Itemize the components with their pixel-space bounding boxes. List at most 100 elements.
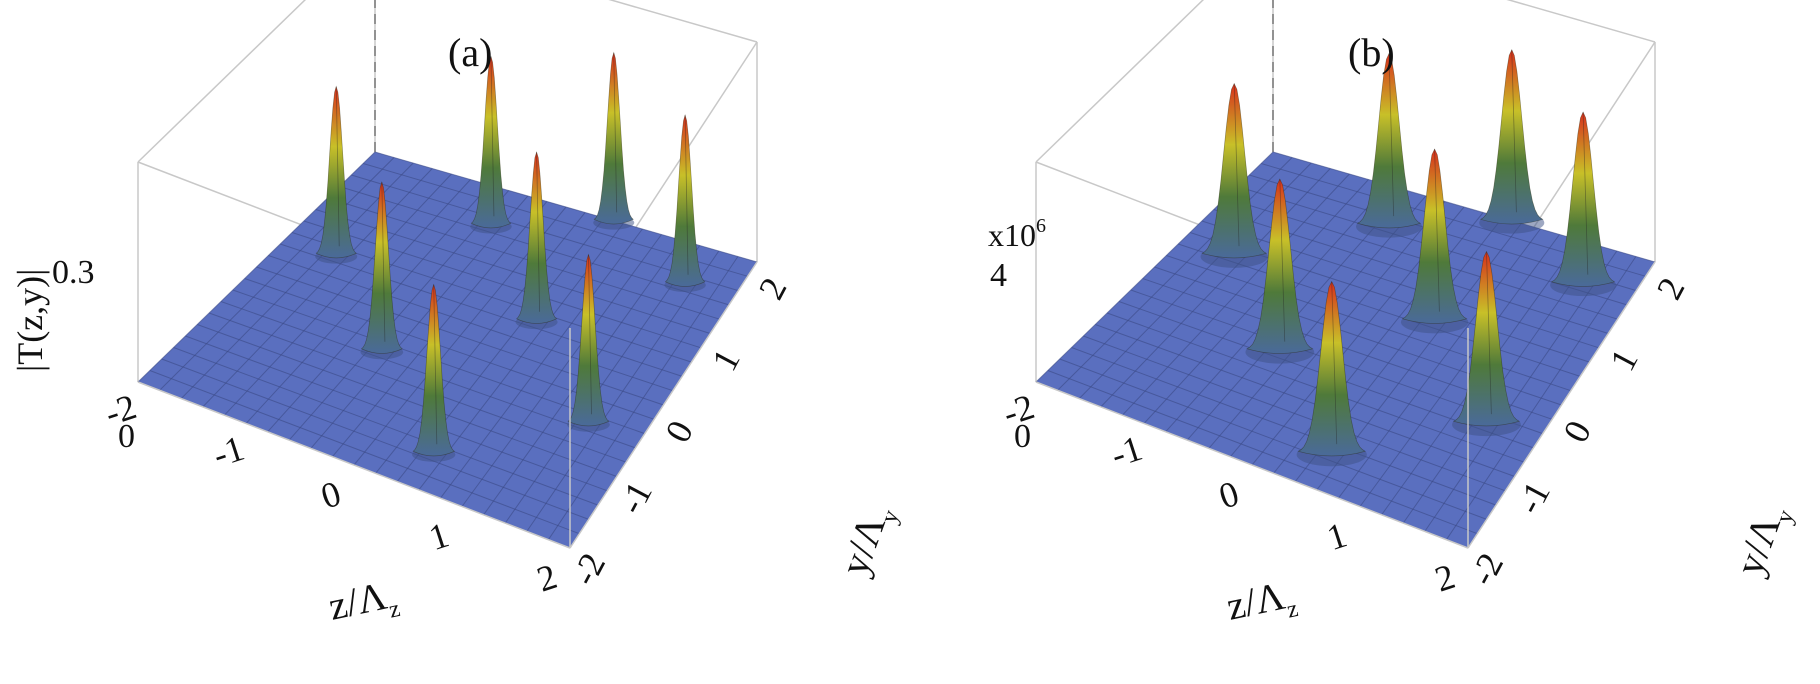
panel-b-multiplier: x106 [988,215,1046,253]
box-edge [1506,0,1656,43]
svg-text:y/Λy: y/Λy [1726,498,1800,584]
peak-mesh-line [1582,112,1589,275]
panel-b-zmax-tick: 4 [990,257,1007,294]
panel-a-xlabel: z/Λz [325,571,403,636]
peak-mesh-line [536,152,540,312]
x-tick-label: -2 [998,386,1039,433]
y-tick-label: -2 [1462,546,1511,591]
x-tick-label: 0 [1214,473,1243,517]
surface-peak [1297,280,1366,457]
peak-mesh-line [613,52,618,213]
peak-mesh-line [1233,83,1240,247]
surface-peak [593,51,634,225]
y-tick-label: 0 [657,414,701,449]
x-tick-label: -1 [1106,428,1147,475]
peak-mesh-line [1388,53,1395,217]
surface-peak [412,283,455,457]
peak-mesh-line [381,182,386,342]
panel-a-zmax-tick: 0.3 [52,254,95,291]
peak-mesh-line [335,86,340,247]
y-tick-label: 0 [1555,414,1599,449]
grid-line [303,220,702,349]
box-edge [1035,0,1205,163]
grid-line [1201,220,1600,349]
grid-line [504,245,701,524]
panel-b: (b) x106 4 0 -2 -1 0 1 2 -2 -1 0 1 2 z/Λz y/Λy [988,0,1800,636]
x-tick-label: 2 [532,556,561,600]
peak-mesh-line [684,115,689,275]
surface-peak [1452,250,1520,427]
grid-line [280,243,683,377]
box-edge [1035,381,1469,549]
grid-line [461,234,662,507]
panel-a-xlabel-main: z/Λ [325,573,391,629]
grid-line [327,197,720,320]
grid-line [440,228,643,499]
x-tick-label: 1 [424,515,453,559]
panel-a-peaks [315,51,706,462]
grid-line [1166,255,1572,392]
grid-line [547,256,739,540]
grid-line [291,232,692,363]
y-tick-label: -1 [610,475,659,520]
box-edge [608,0,758,43]
panel-b-label: (b) [1348,30,1395,75]
y-tick-label: 2 [751,271,795,306]
panel-b-xlabel-main: z/Λ [1223,573,1289,629]
surface-peak [1550,111,1616,287]
surface-peak [470,55,512,229]
grid-line [375,212,586,474]
surface-peak [1401,148,1468,324]
peak-mesh-line [1331,281,1338,445]
panel-b-xlabel-sub: z [1285,596,1301,624]
surface-peak [1479,49,1544,225]
peak-mesh-line [1279,179,1286,342]
box-edge [137,0,307,163]
surface-peak [360,181,403,354]
panel-a-label: (a) [448,30,492,75]
grid-line [1359,234,1560,507]
grid-line [526,250,720,532]
box-edge [569,261,758,549]
box-edge [137,381,571,549]
panel-b-zmin-tick: 0 [1014,418,1031,455]
panel-b-ylabel: y/Λy [1726,498,1800,584]
grid-line [1424,250,1618,532]
surface-peak [567,253,610,427]
panel-b-multiplier-exp: 6 [1036,215,1046,237]
peak-mesh-line [588,254,592,415]
surface-peak [516,151,558,324]
panel-b-xlabel: z/Λz [1223,571,1301,636]
grid-line [1338,228,1541,499]
svg-text:z/Λz: z/Λz [325,571,403,636]
panel-a-zmin-tick: 0 [118,418,135,455]
box-edge [1467,261,1656,549]
surface-peak [1201,82,1268,259]
x-tick-label: 1 [1322,515,1351,559]
surface-peak [664,114,706,287]
peak-mesh-line [490,56,495,217]
panel-a-ylabel: y/Λy [831,498,905,584]
y-tick-label: 2 [1649,271,1693,306]
y-tick-label: -1 [1508,475,1557,520]
y-tick-label: -2 [564,546,613,591]
surface-peak [315,85,357,259]
grid-line [1445,256,1637,540]
panel-b-multiplier-base: x10 [988,217,1036,253]
grid-line [268,255,674,392]
panel-a-xlabel-sub: z [387,596,403,624]
svg-text:z/Λz: z/Λz [1223,571,1301,636]
peak-mesh-line [1434,149,1440,312]
x-tick-label: 2 [1430,556,1459,600]
panel-b-peaks [1200,49,1617,467]
panel-a-box-front [137,261,758,549]
panel-b-floor [1035,151,1656,549]
panel-a-floor [137,151,758,549]
panel-a-zlabel: |T(z,y)| [10,269,50,372]
y-tick-label: 1 [1602,343,1646,378]
surface-peak [1246,178,1314,354]
x-tick-label: 0 [316,473,345,517]
svg-text:y/Λy: y/Λy [831,498,905,584]
